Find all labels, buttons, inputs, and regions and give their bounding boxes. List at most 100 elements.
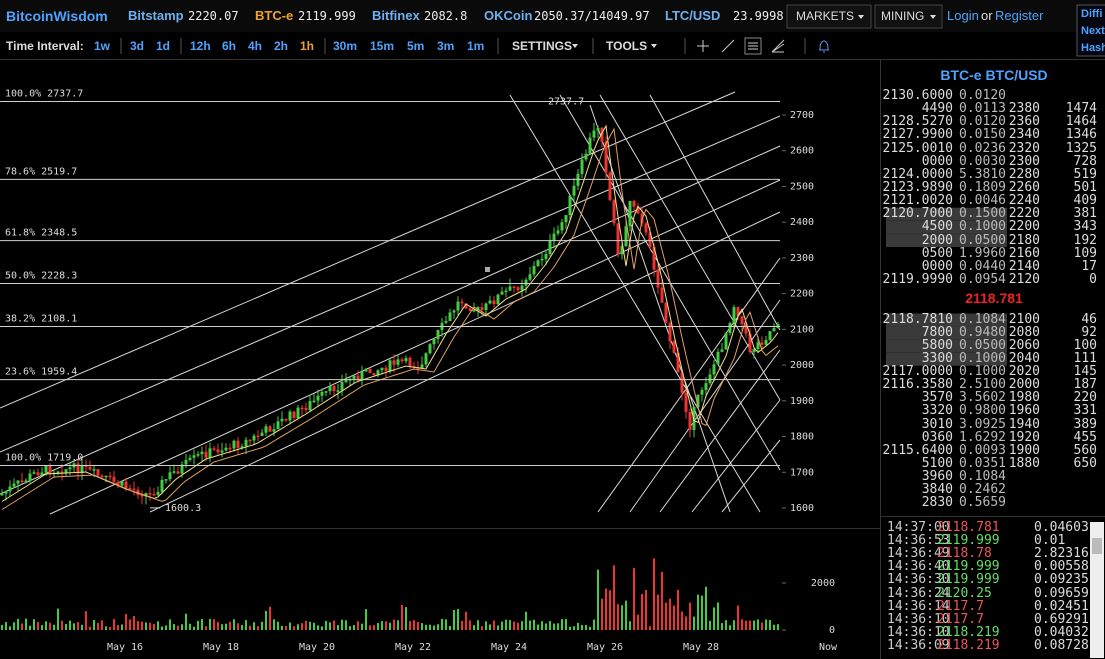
volume-bar [301, 623, 303, 630]
depth-cell: 145 [1073, 364, 1097, 380]
interval-button[interactable]: 3m [437, 39, 455, 53]
volume-bar [61, 620, 63, 630]
interval-button[interactable]: 1h [300, 39, 315, 53]
candle-body [460, 301, 464, 304]
volume-bar [297, 624, 299, 630]
x-tick-label: Now [819, 642, 838, 653]
candle-body [428, 344, 432, 354]
volume-bar [757, 619, 759, 630]
candle-body [752, 349, 756, 353]
y-tick-label: 1700 [790, 467, 814, 478]
volume-bar [277, 621, 279, 630]
interval-button[interactable]: 3d [130, 39, 145, 53]
menu[interactable]: MINING [881, 9, 925, 23]
depth-cell: 2020 [1008, 364, 1040, 380]
candle-body [720, 349, 724, 352]
trade-amount: 0.69291 [1034, 611, 1089, 627]
volume-bar [289, 622, 291, 630]
volume-bar [429, 624, 431, 630]
candle-body [300, 407, 304, 410]
interval-button[interactable]: 30m [333, 39, 358, 53]
volume-bar [437, 624, 439, 630]
brand[interactable]: BitcoinWisdom [6, 8, 108, 24]
candle-body [128, 488, 132, 490]
interval-button[interactable]: 5m [407, 39, 425, 53]
candle-body [732, 307, 736, 324]
volume-bar [269, 606, 271, 630]
ticker-name[interactable]: Bitfinex [372, 8, 420, 23]
volume-bar [189, 623, 191, 630]
volume-bar [573, 626, 575, 630]
candle-body [100, 475, 104, 478]
interval-button[interactable]: 1w [94, 39, 111, 53]
order-cell: 5800 [921, 338, 953, 354]
volume-bar [409, 621, 411, 630]
depth-cell: 2240 [1008, 193, 1040, 209]
order-cell: 4490 [921, 101, 953, 117]
interval-label: Time Interval: [6, 39, 84, 53]
menu[interactable]: MARKETS [796, 9, 855, 23]
menu-box[interactable] [786, 4, 872, 29]
settings-button[interactable]: SETTINGS [512, 39, 573, 53]
x-tick-label: May 26 [587, 642, 623, 653]
volume-bar [629, 621, 631, 630]
candle-body [332, 386, 336, 392]
candle-body [708, 374, 712, 384]
candle-body [188, 457, 192, 460]
depth-cell: 192 [1073, 232, 1097, 248]
depth-cell: 1346 [1065, 127, 1097, 143]
interval-button[interactable]: 15m [370, 39, 395, 53]
depth-cell: 100 [1073, 338, 1097, 354]
volume-bar [733, 620, 735, 630]
candle-body [36, 472, 40, 476]
order-cell: 0.0500 [959, 338, 1006, 354]
ticker-name[interactable]: LTC/USD [665, 8, 721, 23]
candle-body [480, 307, 484, 311]
candle-body [736, 307, 740, 317]
fib-label: 23.6% 1959.4 [5, 367, 77, 378]
register-link[interactable]: Register [995, 8, 1044, 23]
interval-button[interactable]: 6h [222, 39, 237, 53]
volume-bar [353, 624, 355, 630]
menu-box[interactable] [874, 4, 943, 29]
candle-body [296, 407, 300, 419]
volume-bar [557, 623, 559, 630]
interval-button[interactable]: 4h [248, 39, 263, 53]
interval-button[interactable]: 1d [156, 39, 171, 53]
volume-bar [685, 616, 687, 630]
volume-bar [69, 620, 71, 630]
volume-bar [593, 619, 595, 630]
volume-bar [561, 619, 563, 630]
tools-button[interactable]: TOOLS [606, 39, 648, 53]
interval-button[interactable]: 12h [190, 39, 211, 53]
tool-icons[interactable] [697, 37, 829, 55]
interval-button[interactable]: 2h [274, 39, 289, 53]
y-tick-label: 2300 [790, 253, 814, 264]
row-highlight [886, 352, 1007, 366]
order-cell: 2120.7000 [882, 206, 953, 222]
candle-body [728, 323, 732, 333]
row-highlight [886, 339, 1007, 353]
depth-cell: 2280 [1008, 166, 1040, 182]
order-cell: 3300 [921, 351, 953, 367]
volume-bar [325, 620, 327, 630]
ticker-name[interactable]: BTC-e [255, 8, 294, 23]
candle-body [408, 357, 412, 367]
volume-bar [5, 622, 7, 630]
ticker-name[interactable]: Bitstamp [128, 8, 184, 23]
volume-bar [713, 607, 715, 630]
trade-amount: 0.00558 [1034, 559, 1089, 575]
candle-body [664, 302, 668, 323]
candle-body [448, 312, 452, 322]
volume-bar [457, 608, 459, 630]
volume-bar [161, 626, 163, 630]
volume-bar [157, 621, 159, 630]
interval-button[interactable]: 1m [467, 39, 485, 53]
order-cell: 2121.0020 [882, 193, 953, 209]
ticker-name[interactable]: OKCoin [484, 8, 533, 23]
scrollbar [1090, 522, 1104, 658]
login-link[interactable]: Login [947, 8, 979, 23]
depth-cell: 1940 [1008, 416, 1040, 432]
ticker-price: 2082.8 [424, 9, 468, 23]
volume-bar [129, 619, 131, 630]
